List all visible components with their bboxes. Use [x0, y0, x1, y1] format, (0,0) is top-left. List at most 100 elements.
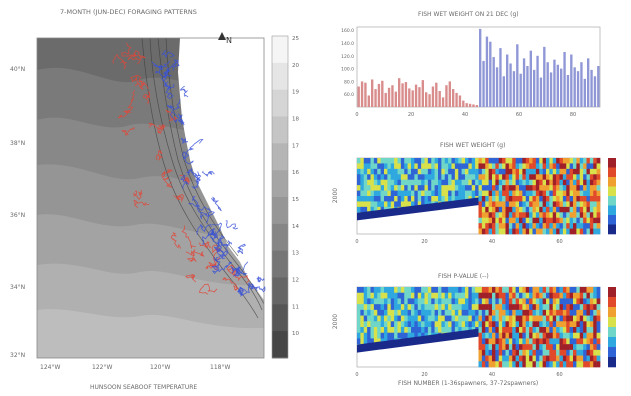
fish-track: [185, 273, 197, 283]
heatmap2-cell: [485, 355, 489, 362]
heatmap2-cell: [367, 309, 371, 316]
heatmap2-cell: [387, 309, 392, 316]
bar-x-tick-label: 80: [570, 112, 576, 118]
heatmap1-cell: [485, 174, 489, 181]
heatmap1-cell: [569, 212, 574, 219]
heatmap1-cell: [481, 201, 486, 208]
heatmap2-cell: [529, 292, 533, 299]
heatmap1-cell: [566, 201, 570, 208]
heatmap1-cell: [404, 163, 408, 170]
bar: [428, 94, 431, 107]
heatmap2-cell: [454, 327, 459, 334]
heatmap1-cell: [417, 163, 422, 170]
fish-track: [188, 196, 201, 207]
heatmap1-cell: [529, 190, 533, 197]
heatmap1-cell: [562, 163, 567, 170]
heatmap1-cell: [387, 190, 392, 197]
heatmap1-cell: [434, 168, 439, 175]
heatmap1-cell: [387, 179, 392, 186]
heatmap2-cell: [451, 292, 456, 299]
heatmap1-cell: [502, 196, 506, 202]
heatmap1-cell: [508, 206, 513, 213]
heatmap1-cell: [539, 228, 543, 235]
heatmap2-cell: [492, 292, 496, 299]
heatmap1-cell: [589, 168, 594, 175]
fish-track: [186, 249, 197, 263]
heatmap2-cell: [596, 355, 601, 362]
heatmap2-cell: [478, 344, 483, 351]
heatmap1-cell: [427, 158, 432, 164]
heatmap1-cell: [373, 196, 378, 202]
heatmap2-cell: [593, 287, 597, 294]
map-xlabel: HUNSOON SEABOOF TEMPERATURE: [90, 384, 198, 391]
heatmap2-cell: [532, 287, 537, 294]
heatmap2-cell: [508, 321, 513, 328]
heatmap2-cell: [549, 287, 554, 294]
heatmap2-cell: [556, 338, 560, 345]
heatmap1-cell: [357, 158, 361, 164]
heatmap1-cell: [492, 206, 496, 213]
heatmap2-cell: [363, 327, 368, 334]
heatmap1-cell: [505, 168, 510, 175]
heatmap2-cell: [515, 321, 520, 328]
heatmap1-cell: [471, 163, 476, 170]
heatmap1-cell: [508, 217, 513, 224]
bar: [452, 89, 455, 107]
fish-track: [133, 200, 150, 209]
heatmap2-cell: [508, 338, 513, 345]
heatmap1-cell: [414, 179, 419, 186]
heatmap2-cell: [593, 349, 597, 356]
heatmap2-cell: [434, 292, 439, 299]
heatmap1-cell: [505, 217, 510, 224]
bar: [445, 85, 448, 107]
heatmap1-cell: [525, 217, 530, 224]
heatmap2-cell: [559, 332, 564, 339]
heatmap1-cell: [579, 201, 584, 208]
heatmap1-cell: [357, 201, 361, 208]
heatmap2-cell: [583, 338, 587, 345]
heatmap1-cell: [589, 185, 594, 191]
heatmap1-cell: [448, 185, 452, 191]
heatmap2-cell: [465, 304, 469, 311]
heatmap1-cell: [559, 228, 564, 235]
fish-track: [210, 196, 222, 212]
bar: [519, 73, 522, 107]
heatmap1-cell: [431, 158, 435, 164]
heatmap1-cell: [498, 212, 503, 219]
heatmap2-cell: [367, 292, 371, 299]
heatmap2-cell: [488, 338, 493, 345]
heatmap2-cell: [576, 287, 581, 294]
heatmap1-cell: [407, 201, 412, 208]
heatmap1-cell: [431, 174, 435, 181]
heatmap1-cell: [475, 174, 479, 181]
fish-track: [117, 110, 132, 119]
heatmap1-cell: [519, 217, 523, 224]
heatmap2-cell: [492, 304, 496, 311]
bar: [371, 79, 374, 107]
heatmap1-cell: [519, 158, 523, 164]
heatmap2-cell: [566, 304, 570, 311]
heatmap2-cell: [434, 304, 439, 311]
fish-track: [198, 283, 218, 295]
heatmap2-cell: [522, 327, 527, 334]
heatmap1-cell: [498, 206, 503, 213]
heatmap2-cell: [448, 321, 452, 328]
heatmap2-x-tick-label: 40: [489, 372, 495, 378]
heatmap1-cell: [542, 185, 547, 191]
heatmap1-cell: [559, 163, 564, 170]
heatmap2-cell: [454, 309, 459, 316]
heatmap1-cell: [596, 196, 601, 202]
heatmap1-cell: [387, 168, 392, 175]
heatmap1-cell: [407, 168, 412, 175]
heatmap2-cell: [549, 327, 554, 334]
heatmap1-cell: [583, 174, 587, 181]
heatmap2-cell: [380, 287, 385, 294]
heatmap2-cell: [390, 309, 395, 316]
heatmap1-cell: [478, 201, 483, 208]
bar: [431, 86, 435, 107]
colorbar-tick-label: 19: [292, 90, 299, 96]
bar: [570, 54, 573, 107]
heatmap1-cell: [431, 179, 435, 186]
heatmap2-cell: [407, 287, 412, 294]
heatmap2-cell: [539, 287, 543, 294]
